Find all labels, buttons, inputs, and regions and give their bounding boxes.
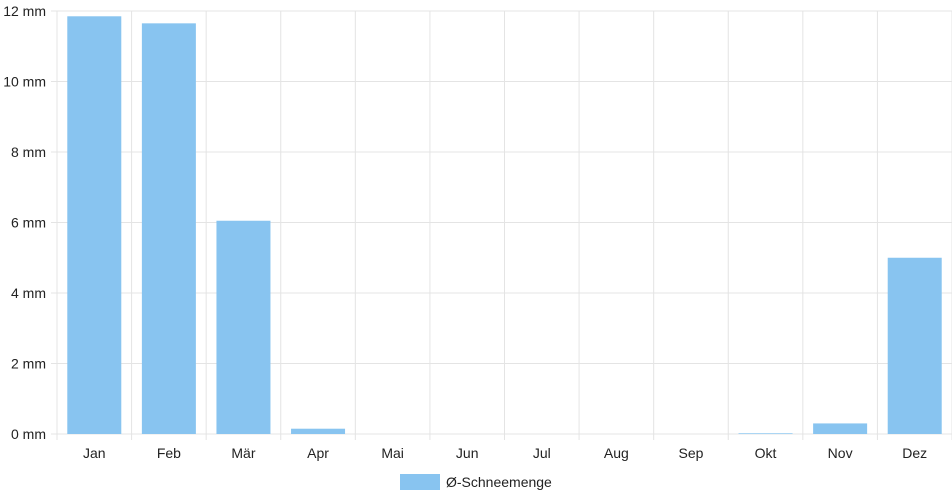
x-tick-label: Sep	[678, 445, 703, 461]
bar-Mär[interactable]	[216, 220, 271, 434]
x-tick-label: Dez	[902, 445, 927, 461]
bar-Okt[interactable]	[738, 433, 793, 434]
legend-label: Ø-Schneemenge	[446, 474, 552, 490]
x-tick-label: Aug	[604, 445, 629, 461]
x-tick-label: Mai	[381, 445, 404, 461]
x-tick-label: Feb	[157, 445, 181, 461]
legend[interactable]: Ø-Schneemenge	[400, 474, 552, 490]
x-tick-label: Okt	[755, 445, 777, 461]
y-tick-label: 0 mm	[11, 426, 46, 442]
axes: 0 mm 2 mm 4 mm 6 mm 8 mm 10 mm 12 mm Jan Feb Mär A…	[3, 3, 927, 461]
bar-Dez[interactable]	[887, 257, 942, 434]
y-tick-label: 4 mm	[11, 285, 46, 301]
y-tick-label: 8 mm	[11, 144, 46, 160]
y-tick-label: 10 mm	[3, 74, 46, 90]
x-tick-label: Nov	[828, 445, 853, 461]
x-tick-label: Jul	[533, 445, 551, 461]
x-tick-label: Jan	[83, 445, 106, 461]
y-tick-label: 2 mm	[11, 356, 46, 372]
y-tick-label: 6 mm	[11, 215, 46, 231]
bar-Nov[interactable]	[813, 423, 868, 434]
x-tick-label: Jun	[456, 445, 479, 461]
bar-Jan[interactable]	[67, 16, 122, 434]
bar-Apr[interactable]	[291, 428, 346, 434]
legend-swatch	[400, 474, 440, 490]
x-tick-label: Mär	[231, 445, 255, 461]
bars	[67, 16, 942, 435]
bar-Feb[interactable]	[141, 23, 196, 435]
y-tick-label: 12 mm	[3, 3, 46, 19]
grid	[51, 10, 952, 440]
x-tick-label: Apr	[307, 445, 329, 461]
